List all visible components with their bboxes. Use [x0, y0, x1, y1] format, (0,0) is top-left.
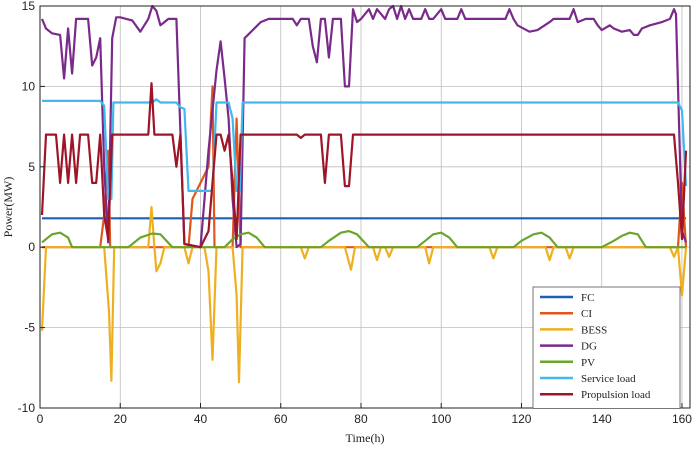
ticks: 0 20 40 60 80 100 120 140 160 -10 -5 0 5 10 15 — [18, 0, 693, 426]
y-tick-label: 5 — [28, 160, 35, 174]
series-line-propulsion-load — [40, 82, 688, 249]
x-axis-title: Time(h) — [346, 431, 385, 445]
y-tick-label: 10 — [22, 79, 36, 93]
x-tick-label: 40 — [194, 412, 208, 426]
plot-frame — [39, 5, 691, 409]
legend-label-bess: BESS — [581, 324, 607, 336]
x-tick-label: 100 — [431, 412, 451, 426]
series-line-pv — [41, 230, 686, 249]
y-tick-label: -5 — [24, 321, 35, 335]
x-tick-label: 60 — [274, 412, 288, 426]
y-tick-label: 0 — [28, 240, 35, 254]
legend-label-fc: FC — [581, 292, 594, 304]
legend-label-service-load: Service load — [581, 373, 636, 385]
x-tick-label: 80 — [354, 412, 368, 426]
x-tick-label: 0 — [37, 412, 44, 426]
x-tick-label: 20 — [114, 412, 128, 426]
series-layer — [40, 4, 688, 384]
x-tick-label: 140 — [592, 412, 612, 426]
y-tick-label: -10 — [18, 401, 36, 415]
legend: FC CI BESS DG PV Service load Propulsion load — [532, 286, 681, 409]
y-tick-label: 15 — [22, 0, 36, 13]
series-line-service-load — [42, 98, 688, 201]
legend-label-propulsion-load: Propulsion load — [581, 389, 651, 401]
legend-box — [532, 286, 681, 409]
legend-label-pv: PV — [581, 357, 595, 369]
legend-label-ci: CI — [581, 308, 592, 320]
series-line-bess — [40, 205, 688, 384]
legend-label-dg: DG — [581, 341, 597, 353]
x-tick-label: 160 — [672, 412, 692, 426]
y-axis-title: Power(MW) — [1, 177, 15, 238]
series-line-dg — [40, 4, 688, 249]
x-tick-label: 120 — [511, 412, 531, 426]
